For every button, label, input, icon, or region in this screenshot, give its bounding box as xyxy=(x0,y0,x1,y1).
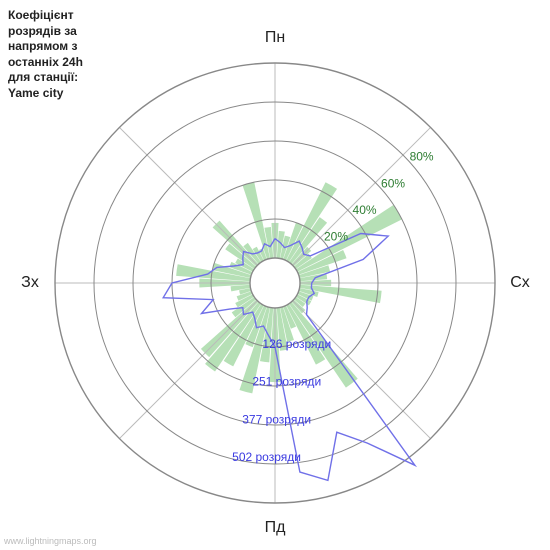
radial-label: 502 розряди xyxy=(232,450,301,464)
ring-label: 80% xyxy=(410,150,434,164)
radial-label: 126 розряди xyxy=(262,337,331,351)
ring-label: 20% xyxy=(324,229,348,243)
radial-label: 251 розряди xyxy=(252,375,321,389)
spoke xyxy=(119,127,257,265)
spoke xyxy=(293,127,431,265)
spoke xyxy=(293,301,431,439)
direction-label: Пд xyxy=(265,519,287,536)
chart-title: Коефіцієнт розрядів за напрямом з останн… xyxy=(8,8,83,102)
ring-label: 60% xyxy=(381,176,405,190)
green-bar xyxy=(286,304,325,365)
spoke xyxy=(119,301,257,439)
direction-label: Зх xyxy=(21,274,39,291)
direction-label: Пн xyxy=(265,29,285,46)
radial-label: 377 розряди xyxy=(242,412,311,426)
attribution: www.lightningmaps.org xyxy=(4,536,97,546)
direction-label: Сх xyxy=(510,274,530,291)
chart-container: { "title_lines": ["Коефіцієнт","розрядів… xyxy=(0,0,550,550)
center-circle xyxy=(250,258,300,308)
ring-label: 40% xyxy=(353,203,377,217)
